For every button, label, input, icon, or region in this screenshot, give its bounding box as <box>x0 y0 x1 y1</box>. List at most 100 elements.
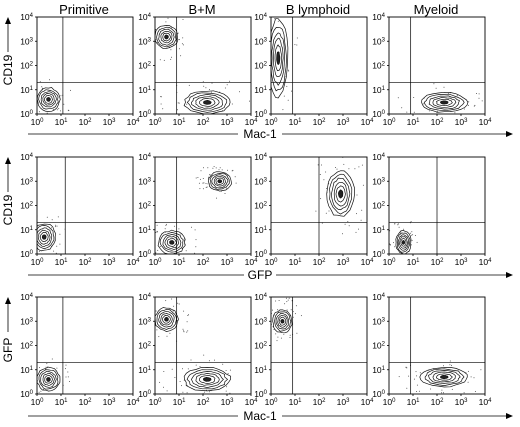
event-dot <box>403 228 405 230</box>
event-dot <box>46 216 48 218</box>
event-dot <box>42 87 43 89</box>
event-dot <box>34 99 35 100</box>
event-dot <box>348 225 350 227</box>
event-dot <box>274 18 276 20</box>
event-dot <box>156 230 158 232</box>
event-dot <box>225 390 227 392</box>
event-dot <box>194 229 196 231</box>
y-tick-label: 104 <box>254 292 267 302</box>
x-tick-label: 104 <box>245 257 258 267</box>
event-dot <box>468 114 469 115</box>
event-dot <box>368 187 369 188</box>
event-dot <box>397 224 399 226</box>
row2-xlabel-bg <box>244 267 276 281</box>
event-dot <box>287 299 289 301</box>
contour-line <box>423 93 465 112</box>
event-dot <box>394 223 396 225</box>
x-tick-label: 102 <box>431 397 444 407</box>
event-dot <box>355 231 357 233</box>
event-dot <box>32 106 33 107</box>
event-dot <box>225 370 227 371</box>
y-tick-label: 102 <box>372 201 385 211</box>
event-dot <box>443 392 444 394</box>
event-dot <box>361 209 363 211</box>
contour-line <box>155 25 179 50</box>
event-dot <box>46 363 48 365</box>
event-dot <box>419 372 421 374</box>
contour-line <box>164 34 169 40</box>
event-dot <box>362 184 364 186</box>
event-dot <box>186 103 188 105</box>
plot-frame <box>388 296 486 395</box>
y-tick-label: 103 <box>20 36 33 46</box>
event-dot <box>463 108 465 110</box>
contour-line <box>40 91 57 108</box>
event-dot <box>190 359 192 361</box>
contour-line <box>199 98 216 107</box>
event-dot <box>63 103 65 105</box>
event-dot <box>59 110 61 112</box>
event-dot <box>154 310 155 311</box>
event-dot <box>416 384 418 386</box>
event-dot <box>402 261 403 262</box>
event-dot <box>53 250 55 252</box>
event-dot <box>171 56 172 58</box>
event-dot <box>289 334 291 336</box>
event-dot <box>296 332 298 334</box>
event-dot <box>476 93 477 94</box>
event-dot <box>231 114 232 115</box>
event-dot <box>275 333 277 335</box>
contour-line <box>195 96 220 109</box>
event-dot <box>295 305 297 307</box>
event-dot <box>181 43 183 45</box>
event-dot <box>326 188 328 189</box>
event-dot <box>171 298 173 300</box>
event-dot <box>34 393 35 394</box>
row3-xlabel: Mac-1 <box>243 409 277 423</box>
contour-line <box>38 229 51 245</box>
event-dot <box>180 55 182 57</box>
y-tick-label: 103 <box>138 36 151 46</box>
event-dot <box>33 386 34 387</box>
event-dot <box>163 386 164 388</box>
contour-line <box>37 227 53 247</box>
event-dot <box>399 232 401 234</box>
event-dot <box>67 371 69 373</box>
event-dot <box>182 328 184 330</box>
plot-frame <box>36 16 134 115</box>
contour-line <box>191 94 224 111</box>
event-dot <box>283 95 285 97</box>
event-dot <box>342 233 343 235</box>
x-tick-label: 104 <box>127 257 140 267</box>
x-tick-label: 104 <box>479 257 492 267</box>
x-tick-label: 102 <box>79 117 92 127</box>
y-tick-label: 100 <box>254 249 267 259</box>
contour-line <box>272 309 293 334</box>
contour-line <box>215 177 225 185</box>
event-dot <box>287 99 289 101</box>
x-tick-label: 101 <box>289 257 302 267</box>
x-tick-label: 104 <box>479 397 492 407</box>
event-dot <box>435 87 437 89</box>
x-tick-label: 100 <box>31 117 44 127</box>
event-dot <box>212 167 214 169</box>
event-dot <box>415 371 417 373</box>
event-dot <box>39 81 41 83</box>
event-dot <box>317 164 319 166</box>
event-dot <box>30 100 31 101</box>
contour-line <box>395 230 412 254</box>
event-dot <box>413 378 415 380</box>
event-dot <box>449 360 451 362</box>
event-dot <box>166 390 168 392</box>
event-dot <box>264 331 265 332</box>
x-tick-label: 103 <box>337 257 350 267</box>
contour-line <box>156 308 177 330</box>
event-dot <box>195 177 197 179</box>
event-dot <box>288 70 290 72</box>
row2-xlabel: GFP <box>248 268 273 282</box>
event-dot <box>267 324 268 325</box>
y-tick-label: 102 <box>20 201 33 211</box>
x-tick-label: 101 <box>173 257 186 267</box>
event-dot <box>354 168 356 170</box>
event-dot <box>478 97 480 99</box>
